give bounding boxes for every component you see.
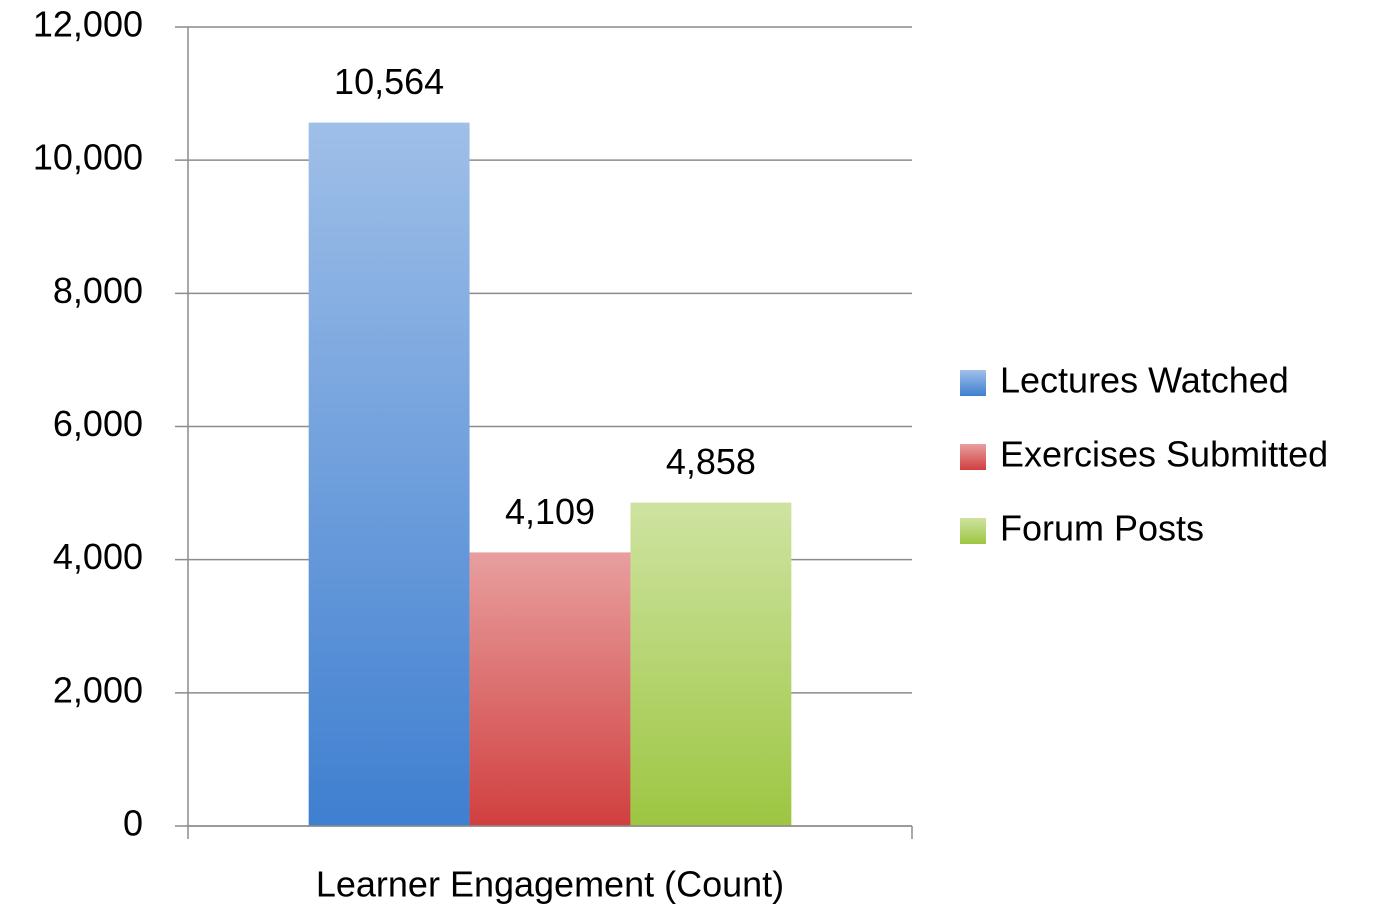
y-tick-label: 2,000 <box>53 669 143 710</box>
legend-label: Exercises Submitted <box>1000 434 1328 475</box>
x-tick-label: Learner Engagement (Count) <box>316 864 784 905</box>
y-tick-label: 6,000 <box>53 403 143 444</box>
legend-swatch <box>960 518 986 544</box>
y-tick-label: 12,000 <box>33 4 143 45</box>
y-tick-label: 4,000 <box>53 536 143 577</box>
legend-label: Forum Posts <box>1000 508 1204 549</box>
data-label: 10,564 <box>334 61 444 102</box>
y-tick-label: 10,000 <box>33 137 143 178</box>
y-tick-label: 8,000 <box>53 270 143 311</box>
legend-swatch <box>960 370 986 396</box>
bar <box>469 552 631 826</box>
y-tick-label: 0 <box>123 803 143 844</box>
bar <box>630 502 792 826</box>
legend-label: Lectures Watched <box>1000 360 1289 401</box>
data-label: 4,109 <box>505 491 595 532</box>
legend-swatch <box>960 444 986 470</box>
data-label: 4,858 <box>666 441 756 482</box>
bar <box>308 122 470 827</box>
